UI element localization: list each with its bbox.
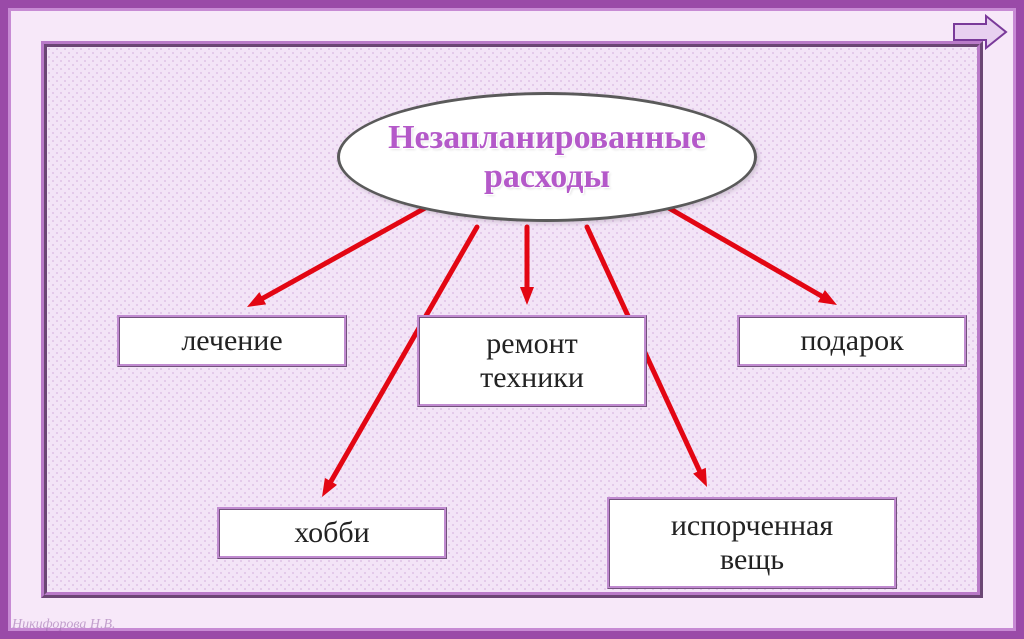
next-arrow-button[interactable]	[952, 14, 1008, 55]
author-signature: Никифорова Н.В.	[12, 617, 116, 633]
box-spoiled: испорченнаявещь	[607, 497, 897, 589]
box-treatment: лечение	[117, 315, 347, 367]
arrow-right-icon	[952, 14, 1008, 50]
outer-frame: Незапланированныерасходы лечение ремонтте…	[0, 0, 1024, 639]
box-repair: ремонттехники	[417, 315, 647, 407]
box-hobby: хобби	[217, 507, 447, 559]
diagram-canvas: Незапланированныерасходы лечение ремонтте…	[41, 41, 983, 598]
central-title: Незапланированныерасходы	[388, 118, 706, 196]
scallop-border: Незапланированныерасходы лечение ремонтте…	[8, 8, 1016, 631]
central-oval: Незапланированныерасходы	[337, 92, 757, 222]
box-gift: подарок	[737, 315, 967, 367]
